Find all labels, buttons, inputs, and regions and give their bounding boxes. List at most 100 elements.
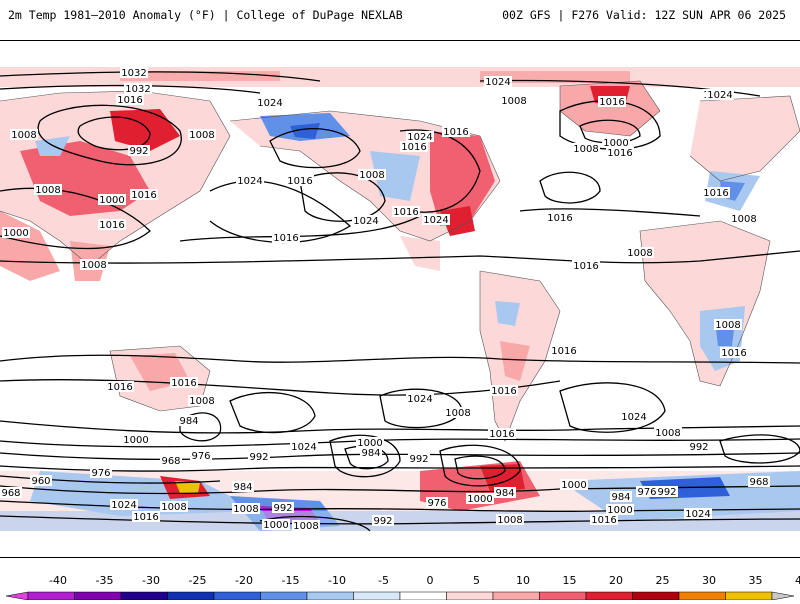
isobar-label: 968 (748, 476, 770, 488)
isobar-label: 1008 (34, 184, 62, 196)
isobar-label: 1024 (352, 215, 380, 227)
isobar-label: 1008 (188, 129, 216, 141)
isobar-label: 1032 (124, 83, 152, 95)
map-svg: 1032 1032 1016 1024 1008 1008 992 1016 1… (0, 41, 800, 557)
svg-text:1016: 1016 (489, 429, 514, 440)
svg-text:1000: 1000 (603, 138, 628, 149)
colorbar-swatch (27, 591, 75, 601)
colorbar-tick-labels: -40 -35 -30 -25 -20 -15 -10 -5 0 5 10 15 20 25 30 35 40 (49, 574, 800, 587)
svg-text:1008: 1008 (293, 521, 318, 532)
isobar-label: 1008 (714, 319, 742, 331)
isobar-label: 1016 (442, 126, 470, 138)
isobar-label: 1016 (272, 232, 300, 244)
svg-text:1000: 1000 (123, 435, 148, 446)
colorbar-swatch (213, 591, 261, 601)
isobar-label: 1024 (406, 393, 434, 405)
isobar-label: 1024 (256, 97, 284, 109)
svg-text:1024: 1024 (111, 500, 136, 511)
colorbar-tick-label: 0 (427, 574, 434, 587)
svg-text:1024: 1024 (685, 509, 710, 520)
isobar-label: 1008 (292, 520, 320, 532)
colorbar-tick-label: -5 (378, 574, 389, 587)
colorbar-swatch (632, 591, 680, 601)
colorbar-swatch (585, 591, 633, 601)
isobar-label: 992 (372, 515, 394, 527)
svg-text:1016: 1016 (443, 127, 468, 138)
isobar-label: 1016 (132, 511, 160, 523)
isobar-label: 1016 (572, 260, 600, 272)
colorbar-swatch (353, 591, 401, 601)
isobar-label: 1016 (606, 147, 634, 159)
isobar-label: 1024 (620, 411, 648, 423)
isobar-label: 1000 (356, 437, 384, 449)
colorbar-tick-label: -35 (96, 574, 114, 587)
colorbar-tick-label: -40 (49, 574, 67, 587)
svg-text:992: 992 (249, 452, 268, 463)
svg-text:1024: 1024 (353, 216, 378, 227)
anomaly-map: 1032 1032 1016 1024 1008 1008 992 1016 1… (0, 40, 800, 558)
isobar-label: 1016 (130, 189, 158, 201)
svg-text:1024: 1024 (257, 98, 282, 109)
svg-text:984: 984 (611, 492, 630, 503)
svg-text:976: 976 (91, 468, 110, 479)
svg-text:1008: 1008 (731, 214, 756, 225)
shading-asia (0, 91, 230, 281)
svg-text:984: 984 (179, 416, 198, 427)
svg-text:984: 984 (233, 482, 252, 493)
svg-text:1016: 1016 (171, 378, 196, 389)
isobar-label: 1016 (702, 187, 730, 199)
colorbar-swatch (399, 591, 447, 601)
isobar-label: 1008 (730, 213, 758, 225)
isobar-label: 992 (656, 486, 678, 498)
svg-text:992: 992 (373, 516, 392, 527)
colorbar-tick-label: 40 (795, 574, 800, 587)
shading-south-america (480, 271, 560, 441)
svg-text:1016: 1016 (99, 220, 124, 231)
svg-text:1016: 1016 (287, 176, 312, 187)
svg-text:1016: 1016 (273, 233, 298, 244)
isobar-label: 976 (190, 450, 212, 462)
colorbar-tick-label: 35 (749, 574, 763, 587)
svg-text:1024: 1024 (621, 412, 646, 423)
svg-text:1000: 1000 (561, 480, 586, 491)
svg-text:1008: 1008 (161, 502, 186, 513)
model-valid-time: 00Z GFS | F276 Valid: 12Z SUN APR 06 202… (502, 8, 786, 22)
isobar-label: 1000 (466, 493, 494, 505)
svg-text:1000: 1000 (467, 494, 492, 505)
svg-text:1024: 1024 (407, 394, 432, 405)
colorbar-tick-label: 25 (656, 574, 670, 587)
isobar-label: 1000 (2, 227, 30, 239)
isobar-label: 1016 (720, 347, 748, 359)
svg-text:1008: 1008 (81, 260, 106, 271)
colorbar-tick-label: -30 (142, 574, 160, 587)
isobar-label: 1032 (120, 67, 148, 79)
svg-text:1008: 1008 (189, 396, 214, 407)
svg-text:1008: 1008 (35, 185, 60, 196)
svg-text:976: 976 (427, 498, 446, 509)
isobar-label: 1016 (392, 206, 420, 218)
svg-text:1016: 1016 (703, 188, 728, 199)
colorbar-swatch (539, 591, 587, 601)
svg-text:1016: 1016 (131, 190, 156, 201)
colorbar-tick-label: -25 (189, 574, 207, 587)
isobar-label: 1008 (160, 501, 188, 513)
isobar-label: 992 (128, 145, 150, 157)
colorbar-tick-label: -15 (282, 574, 300, 587)
svg-text:1024: 1024 (707, 90, 732, 101)
isobar-label: 1016 (546, 212, 574, 224)
colorbar-tick-label: 15 (563, 574, 577, 587)
isobar-label: 1016 (106, 381, 134, 393)
colorbar-tick-label: 20 (609, 574, 623, 587)
isobar-label: 1016 (488, 428, 516, 440)
isobar-label: 1016 (598, 96, 626, 108)
svg-text:1024: 1024 (485, 77, 510, 88)
isobar-label: 1008 (80, 259, 108, 271)
isobar-label: 1024 (422, 214, 450, 226)
isobar-label: 1016 (116, 94, 144, 106)
isobar-label: 976 (636, 486, 658, 498)
isobar-label: 1008 (188, 395, 216, 407)
colorbar-swatch (771, 591, 795, 601)
isobar-label: 1000 (602, 137, 630, 149)
isobar-label: 1016 (590, 514, 618, 526)
isobar-label: 1016 (170, 377, 198, 389)
